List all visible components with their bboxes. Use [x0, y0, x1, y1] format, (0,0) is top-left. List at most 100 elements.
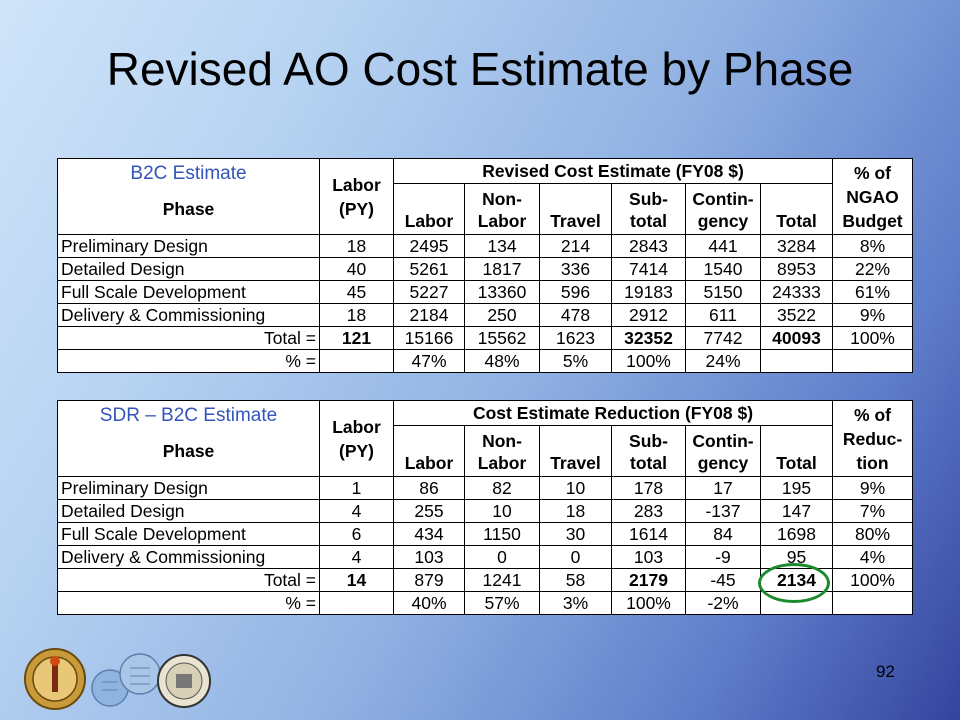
row-label: Delivery & Commissioning	[57, 545, 320, 569]
table-cell: 1817	[464, 257, 540, 281]
table-cell: 2179	[611, 568, 686, 592]
corner-cell: B2C Estimate Phase	[57, 158, 320, 235]
table-row: Delivery & Commissioning 4 103 0 0 103 -9 95 4%	[57, 545, 913, 569]
table-cell: 7742	[685, 326, 761, 350]
row-label: Detailed Design	[57, 257, 320, 281]
table-cell: 441	[685, 234, 761, 258]
table-row: Preliminary Design 1 86 82 10 178 17 195 9%	[57, 476, 913, 500]
table-cell	[319, 349, 394, 373]
table-cell: 4	[319, 545, 394, 569]
row-label: Full Scale Development	[57, 280, 320, 304]
table-cell: 3%	[539, 591, 612, 615]
table-cell: 1241	[464, 568, 540, 592]
table-cell: 24%	[685, 349, 761, 373]
table-cell: 100%	[832, 568, 913, 592]
table-cell: 2495	[393, 234, 465, 258]
table-cell: 18	[319, 303, 394, 327]
row-label: % =	[57, 591, 320, 615]
row-label: Detailed Design	[57, 499, 320, 523]
table-cell: 22%	[832, 257, 913, 281]
table-row: Delivery & Commissioning 18 2184 250 478 2912…	[57, 303, 913, 327]
table-cell: -45	[685, 568, 761, 592]
table-cell: 2843	[611, 234, 686, 258]
logos	[24, 648, 211, 710]
sub-header: Sub-total	[611, 183, 686, 235]
table-cell: 434	[393, 522, 465, 546]
uc-seal-icon	[157, 654, 211, 708]
table-cell: 596	[539, 280, 612, 304]
table-cell: 58	[539, 568, 612, 592]
sub-header: Travel	[539, 425, 612, 477]
table-cell: 103	[393, 545, 465, 569]
row-label: Total =	[57, 568, 320, 592]
table-cell: 214	[539, 234, 612, 258]
table-cell: 15562	[464, 326, 540, 350]
table-cell: 10	[539, 476, 612, 500]
table-cell	[832, 349, 913, 373]
labor-py-header: Labor (PY)	[319, 158, 394, 235]
table-cell: 40	[319, 257, 394, 281]
table-cell: 8%	[832, 234, 913, 258]
table-cell: 100%	[611, 349, 686, 373]
table-cell: 14	[319, 568, 394, 592]
row-label: Total =	[57, 326, 320, 350]
table-cell: 611	[685, 303, 761, 327]
sub-header-row: Labor Non- Labor Travel Sub-total Contin-gen…	[58, 183, 913, 235]
table-cell: 84	[685, 522, 761, 546]
table-cell: 32352	[611, 326, 686, 350]
sub-header: Contin-gency	[685, 183, 761, 235]
percent-row: % = 47% 48% 5% 100% 24%	[57, 349, 913, 373]
labor-py-header: Labor (PY)	[319, 400, 394, 477]
table-cell: 5%	[539, 349, 612, 373]
table-cell: 9%	[832, 476, 913, 500]
table-row: Detailed Design 40 5261 1817 336 7414 1540 8953…	[57, 257, 913, 281]
table-cell: 57%	[464, 591, 540, 615]
table-cell: 0	[464, 545, 540, 569]
table-cell: 100%	[611, 591, 686, 615]
segmented-mirror-icon	[91, 653, 161, 707]
table-label: SDR – B2C Estimate	[99, 405, 278, 426]
sdr-b2c-estimate-table: SDR – B2C Estimate Phase Labor (PY) Cost…	[57, 400, 913, 615]
caltech-seal-icon	[24, 648, 86, 710]
percent-row: % = 40% 57% 3% 100% -2%	[57, 591, 913, 615]
table-row: Preliminary Design 18 2495 134 214 2843 441 328…	[57, 234, 913, 258]
table-cell: 100%	[832, 326, 913, 350]
table-cell: 255	[393, 499, 465, 523]
table-cell: 61%	[832, 280, 913, 304]
table-cell: 5261	[393, 257, 465, 281]
corner-cell: SDR – B2C Estimate Phase	[57, 400, 320, 477]
highlight-oval	[758, 563, 830, 603]
table-cell: 10	[464, 499, 540, 523]
table-cell: 103	[611, 545, 686, 569]
table-row: Full Scale Development 6 434 1150 30 1614 84 16…	[57, 522, 913, 546]
slide-title: Revised AO Cost Estimate by Phase	[106, 43, 854, 95]
table-row: Full Scale Development 45 5227 13360 596 1918…	[57, 280, 913, 304]
table-cell: 1	[319, 476, 394, 500]
phase-header: Phase	[162, 199, 215, 219]
table-cell: 7%	[832, 499, 913, 523]
table-cell: 47%	[393, 349, 465, 373]
table-cell: 2184	[393, 303, 465, 327]
table-cell: 5227	[393, 280, 465, 304]
pct-header: % of Reduc- tion	[832, 400, 913, 477]
table-cell: 80%	[832, 522, 913, 546]
row-label: Preliminary Design	[57, 476, 320, 500]
table-cell: 45	[319, 280, 394, 304]
sub-header: Non- Labor	[464, 425, 540, 477]
table-cell: 1614	[611, 522, 686, 546]
table-cell: -9	[685, 545, 761, 569]
table-cell: 336	[539, 257, 612, 281]
table-label: B2C Estimate	[130, 163, 247, 184]
table-cell: 40%	[393, 591, 465, 615]
table-cell: 18	[539, 499, 612, 523]
header-row-group: SDR – B2C Estimate Phase Labor (PY) Cost…	[57, 400, 913, 477]
table-cell: 6	[319, 522, 394, 546]
sub-header: Total	[760, 425, 833, 477]
total-row: Total = 121 15166 15562 1623 32352 7742 40093 10…	[57, 326, 913, 350]
table-cell: 18	[319, 234, 394, 258]
sub-header: Labor	[393, 425, 465, 477]
table-cell: 86	[393, 476, 465, 500]
table-cell: 134	[464, 234, 540, 258]
group-header: Cost Estimate Reduction (FY08 $)	[393, 400, 833, 426]
table-cell: 2912	[611, 303, 686, 327]
